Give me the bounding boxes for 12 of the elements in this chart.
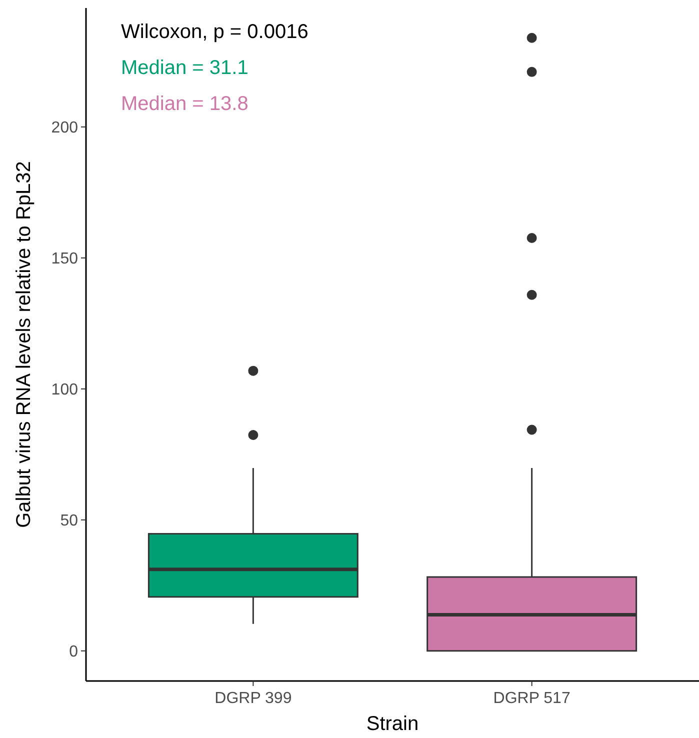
y-tick-label: 0 <box>69 643 78 660</box>
annotation: Median = 31.1 <box>121 57 248 79</box>
y-tick-label: 50 <box>60 512 78 530</box>
y-axis-title: Galbut virus RNA levels relative to RpL32 <box>13 161 35 528</box>
y-tick-label: 100 <box>51 382 78 399</box>
annotation: Wilcoxon, p = 0.0016 <box>121 21 308 43</box>
x-axis-title: Strain <box>366 713 419 735</box>
annotation: Median = 13.8 <box>121 93 248 115</box>
y-tick-label: 150 <box>51 250 78 268</box>
y-tick-label: 200 <box>51 120 78 137</box>
x-tick-label: DGRP 517 <box>493 690 570 707</box>
x-tick-label: DGRP 399 <box>214 690 292 707</box>
